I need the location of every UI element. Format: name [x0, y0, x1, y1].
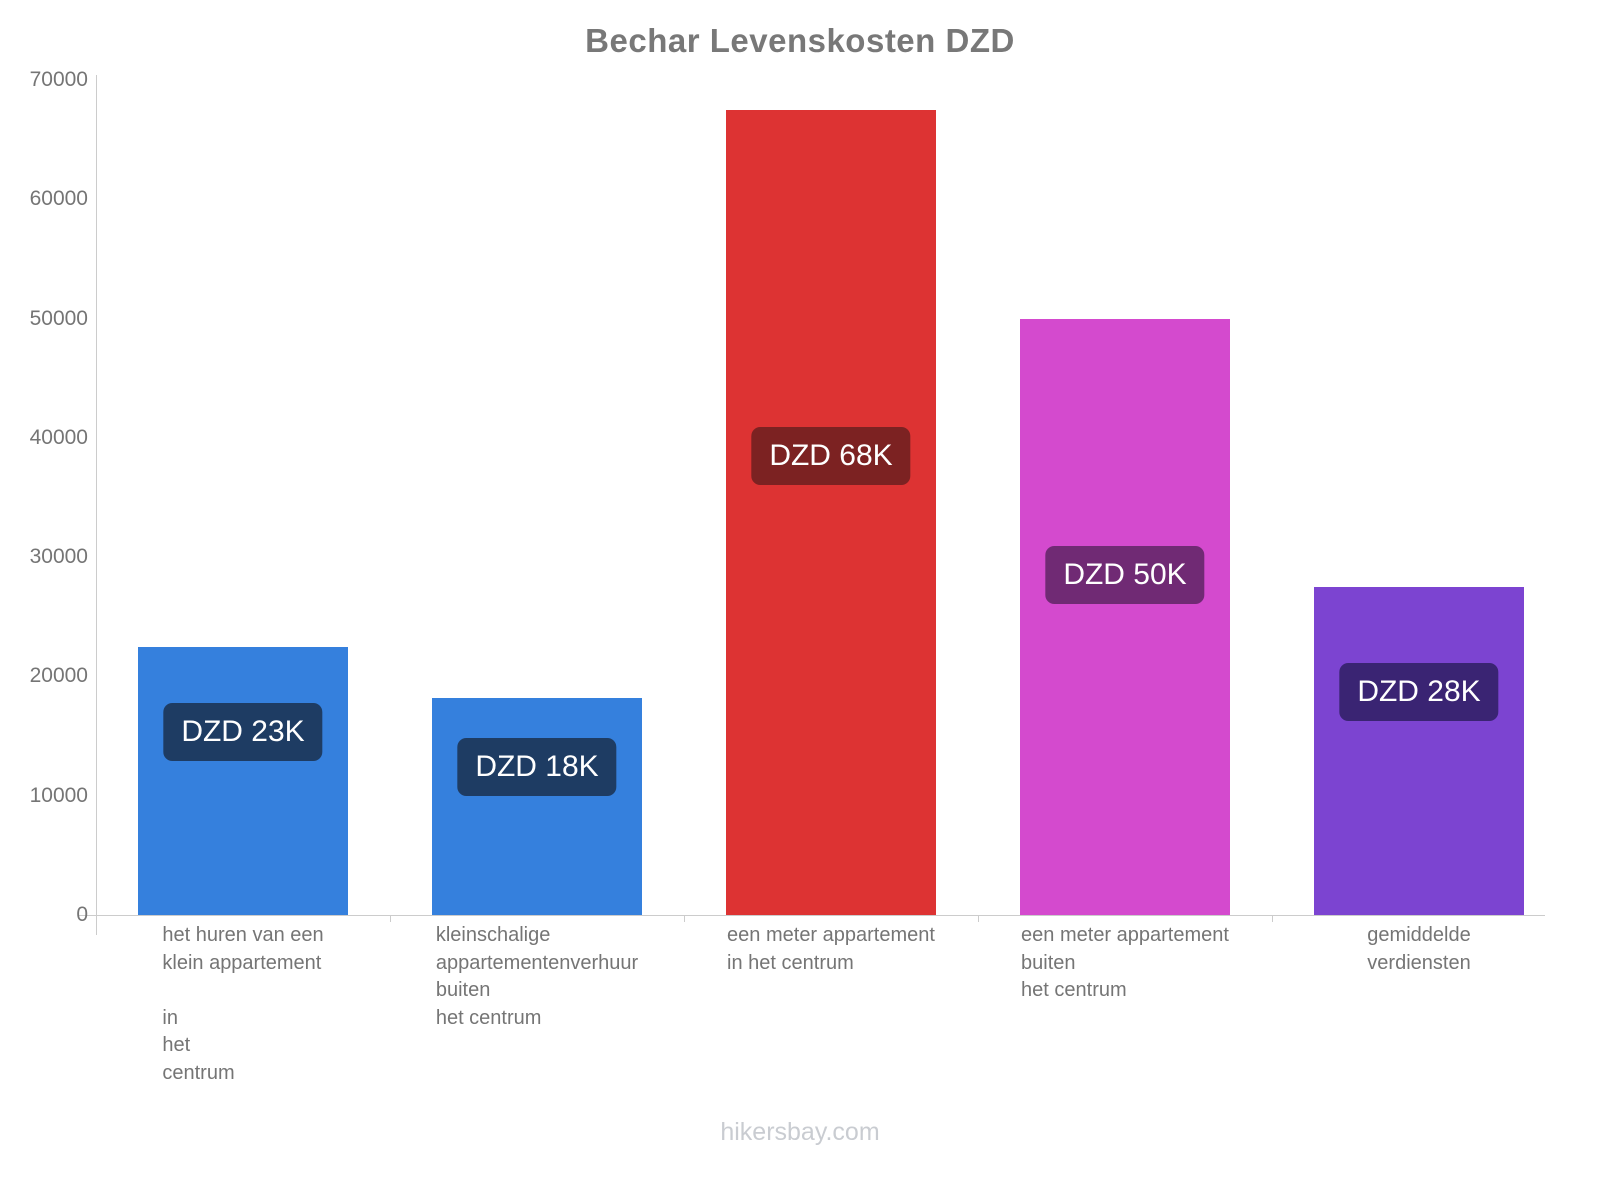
bar-value-badge: DZD 23K [163, 703, 323, 762]
bar [432, 697, 642, 915]
x-category-label: een meter appartement buiten het centrum [1021, 924, 1229, 1001]
bar [138, 646, 348, 915]
x-category-label: kleinschalige appartementenverhuur buite… [435, 924, 639, 1029]
x-axis-tick [684, 915, 685, 922]
y-tick-label: 60000 [29, 187, 88, 211]
bar-value-badge: DZD 68K [751, 427, 911, 486]
bar-value-badge: DZD 28K [1339, 662, 1499, 721]
x-axis-tick [978, 915, 979, 922]
x-category-label: het huren van een klein appartement in h… [162, 924, 324, 1084]
y-tick-label: 10000 [29, 783, 88, 807]
x-axis-line [78, 915, 1545, 916]
x-category-label: een meter appartement in het centrum [727, 924, 935, 974]
x-axis-tick [390, 915, 391, 922]
bar-value-badge: DZD 18K [457, 738, 617, 797]
x-category-label: gemiddelde verdiensten [1367, 924, 1471, 974]
bar [1314, 586, 1524, 915]
x-axis-tick [1272, 915, 1273, 922]
y-tick-label: 20000 [29, 664, 88, 688]
y-tick-label: 70000 [29, 68, 88, 91]
y-tick-label: 50000 [29, 306, 88, 330]
y-tick-label: 30000 [29, 545, 88, 569]
bar [1020, 318, 1230, 915]
y-tick-label: 0 [76, 903, 88, 926]
footer-watermark: hikersbay.com [720, 1118, 880, 1146]
bar [726, 109, 936, 915]
y-axis-line [96, 75, 97, 935]
chart-title: Bechar Levenskosten DZD [585, 22, 1015, 59]
bar-value-badge: DZD 50K [1045, 546, 1205, 605]
y-tick-label: 40000 [29, 425, 88, 449]
